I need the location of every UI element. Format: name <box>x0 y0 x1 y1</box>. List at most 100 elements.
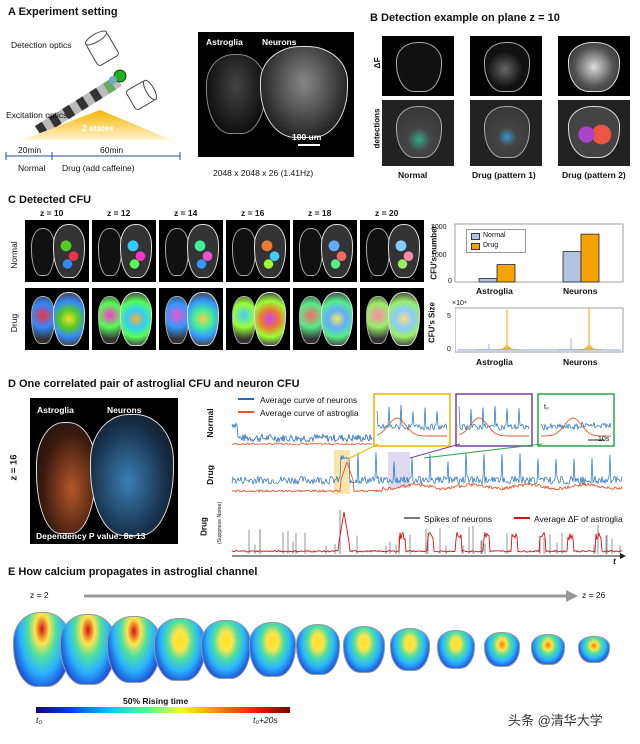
propagation-brain-10 <box>436 630 476 669</box>
normal-astro-trace <box>231 442 373 446</box>
e-z-end: z = 26 <box>582 590 606 600</box>
panel-a-brain-image <box>198 32 354 157</box>
legend-neuron-line <box>238 398 254 400</box>
c-z18: z = 18 <box>308 208 332 218</box>
cfu-normal-z18 <box>293 220 357 282</box>
row-df-label: ΔF <box>372 57 382 69</box>
b-drug1-df <box>470 36 542 96</box>
legend-spikes-line <box>404 517 420 519</box>
b-drug2-detections <box>558 100 630 166</box>
time-60min: 60min <box>100 145 124 155</box>
legend-normal: Normal <box>483 232 506 239</box>
propagation-brain-8 <box>342 626 386 673</box>
colorbar-right: t₀+20s <box>253 715 278 725</box>
inset-purple <box>455 393 533 447</box>
connector-yellow <box>349 443 379 459</box>
size-ylabel: CFU's Size <box>427 301 437 344</box>
cfu-normal-z16 <box>226 220 290 282</box>
bar-normal-neurons <box>562 251 582 283</box>
propagation-brain-7 <box>295 624 341 676</box>
e-z-start: z = 2 <box>30 590 49 600</box>
cfu-drug-z14 <box>159 288 223 350</box>
legend-avg-line <box>514 517 530 519</box>
time-20min: 20min <box>18 145 42 155</box>
propagation-brain-3 <box>107 616 161 684</box>
cfu-drug-z18 <box>293 288 357 350</box>
bar-normal-astroglia <box>478 278 498 283</box>
bar-tick-1000: 1000 <box>431 252 447 259</box>
setup-illustration <box>5 30 181 160</box>
d-row-drug2: Drug <box>199 517 209 536</box>
colorbar-label: 50% Rising time <box>123 696 189 706</box>
propagation-brain-9 <box>389 628 431 671</box>
d-row-drug: Drug <box>205 465 215 485</box>
inset-yellow <box>373 393 451 447</box>
cfu-normal-z10 <box>25 220 89 282</box>
b-drug2-df <box>558 36 630 96</box>
setup-diagram <box>0 18 190 183</box>
d-astroglia-label: Astroglia <box>37 405 74 415</box>
state-drug-label: Drug (add caffeine) <box>62 163 135 173</box>
bar-drug-neurons <box>580 233 600 283</box>
drug-astro-trace <box>231 460 623 493</box>
d-row-drug2-sub: (Suppress Noise) <box>217 501 223 545</box>
c-z10: z = 10 <box>40 208 64 218</box>
trace-chart <box>231 393 626 559</box>
highlight-band <box>334 450 350 494</box>
panel-c-title: C Detected CFU <box>8 194 92 206</box>
colorbar <box>36 707 290 713</box>
row-detections-label: detections <box>372 108 382 149</box>
legend-normal-swatch <box>471 233 480 240</box>
connector-purple <box>409 443 461 459</box>
bar-tick-2000: 2000 <box>431 224 447 231</box>
neurons-image-label: Neurons <box>262 37 297 47</box>
cfu-normal-z20 <box>360 220 424 282</box>
cfu-normal-z12 <box>92 220 156 282</box>
normal-neuron-trace <box>231 422 373 444</box>
legend-spikes: Spikes of neurons <box>424 514 493 524</box>
sample-icon <box>113 69 127 83</box>
c-row-normal: Normal <box>9 241 19 269</box>
watermark: 头条 @清华大学 <box>508 713 603 728</box>
states-label: 2 states <box>82 123 114 133</box>
propagation-brain-13 <box>578 636 610 663</box>
legend-drug: Drug <box>483 242 499 249</box>
legend-avg: Average ΔF of astroglia <box>534 514 623 524</box>
cfu-drug-z16 <box>226 288 290 350</box>
b-col-normal: Normal <box>398 170 428 180</box>
panel-e-title: E How calcium propagates in astroglial c… <box>8 566 258 578</box>
b-col-drug1: Drug (pattern 1) <box>472 170 536 180</box>
size-tick-0: 0 <box>447 346 451 353</box>
c-z16: z = 16 <box>241 208 265 218</box>
bar-cat-neurons: Neurons <box>563 286 598 296</box>
c-row-drug: Drug <box>9 313 19 333</box>
propagation-brain-6 <box>248 622 296 678</box>
panel-b-title: B Detection example on plane z = 10 <box>370 12 560 24</box>
d-row-normal: Normal <box>205 408 215 438</box>
d-z16: z = 16 <box>8 454 20 481</box>
b-normal-df <box>382 36 454 96</box>
propagation-brain-12 <box>531 634 565 665</box>
drug-neuron-trace <box>231 452 623 486</box>
b-col-drug2: Drug (pattern 2) <box>562 170 626 180</box>
astro-avg-trace <box>231 511 623 554</box>
size-exp: ×10⁴ <box>452 300 467 307</box>
highlight-band-2 <box>388 452 410 488</box>
detection-optics-label: Detection optics <box>11 40 72 50</box>
legend-neuron: Average curve of neurons <box>260 395 358 405</box>
bar-cat-astroglia: Astroglia <box>476 286 513 296</box>
scale-label: 100 um <box>292 132 322 142</box>
bar-drug-astroglia <box>496 264 516 283</box>
axis-t-label: t <box>613 556 616 566</box>
cfu-size-chart <box>455 307 624 353</box>
legend-drug-swatch <box>471 243 480 250</box>
e-progress-arrow <box>84 590 578 602</box>
legend-astro-line <box>238 411 254 413</box>
c-z20: z = 20 <box>375 208 399 218</box>
c-z12: z = 12 <box>107 208 131 218</box>
cfu-drug-z10 <box>25 288 89 350</box>
propagation-brain-4 <box>154 618 206 682</box>
size-cat-astroglia: Astroglia <box>476 357 513 367</box>
states-triangle <box>22 110 172 140</box>
bar-legend: Normal Drug <box>466 229 526 253</box>
